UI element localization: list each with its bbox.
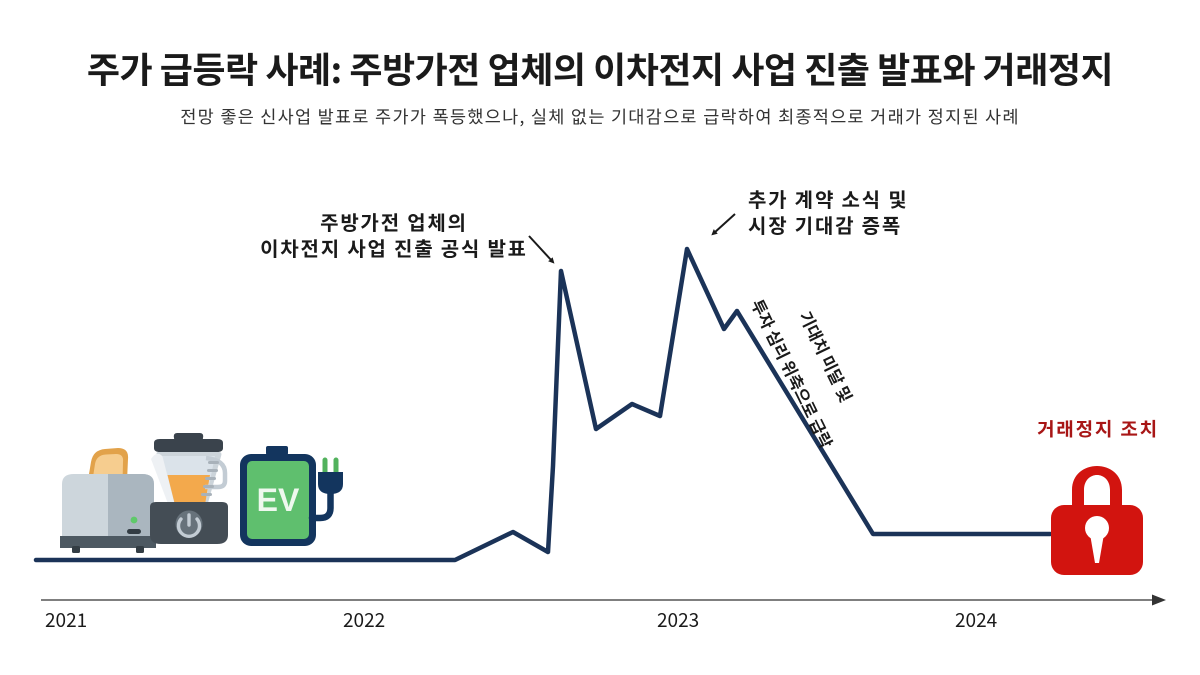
svg-text:EV: EV	[257, 482, 300, 518]
